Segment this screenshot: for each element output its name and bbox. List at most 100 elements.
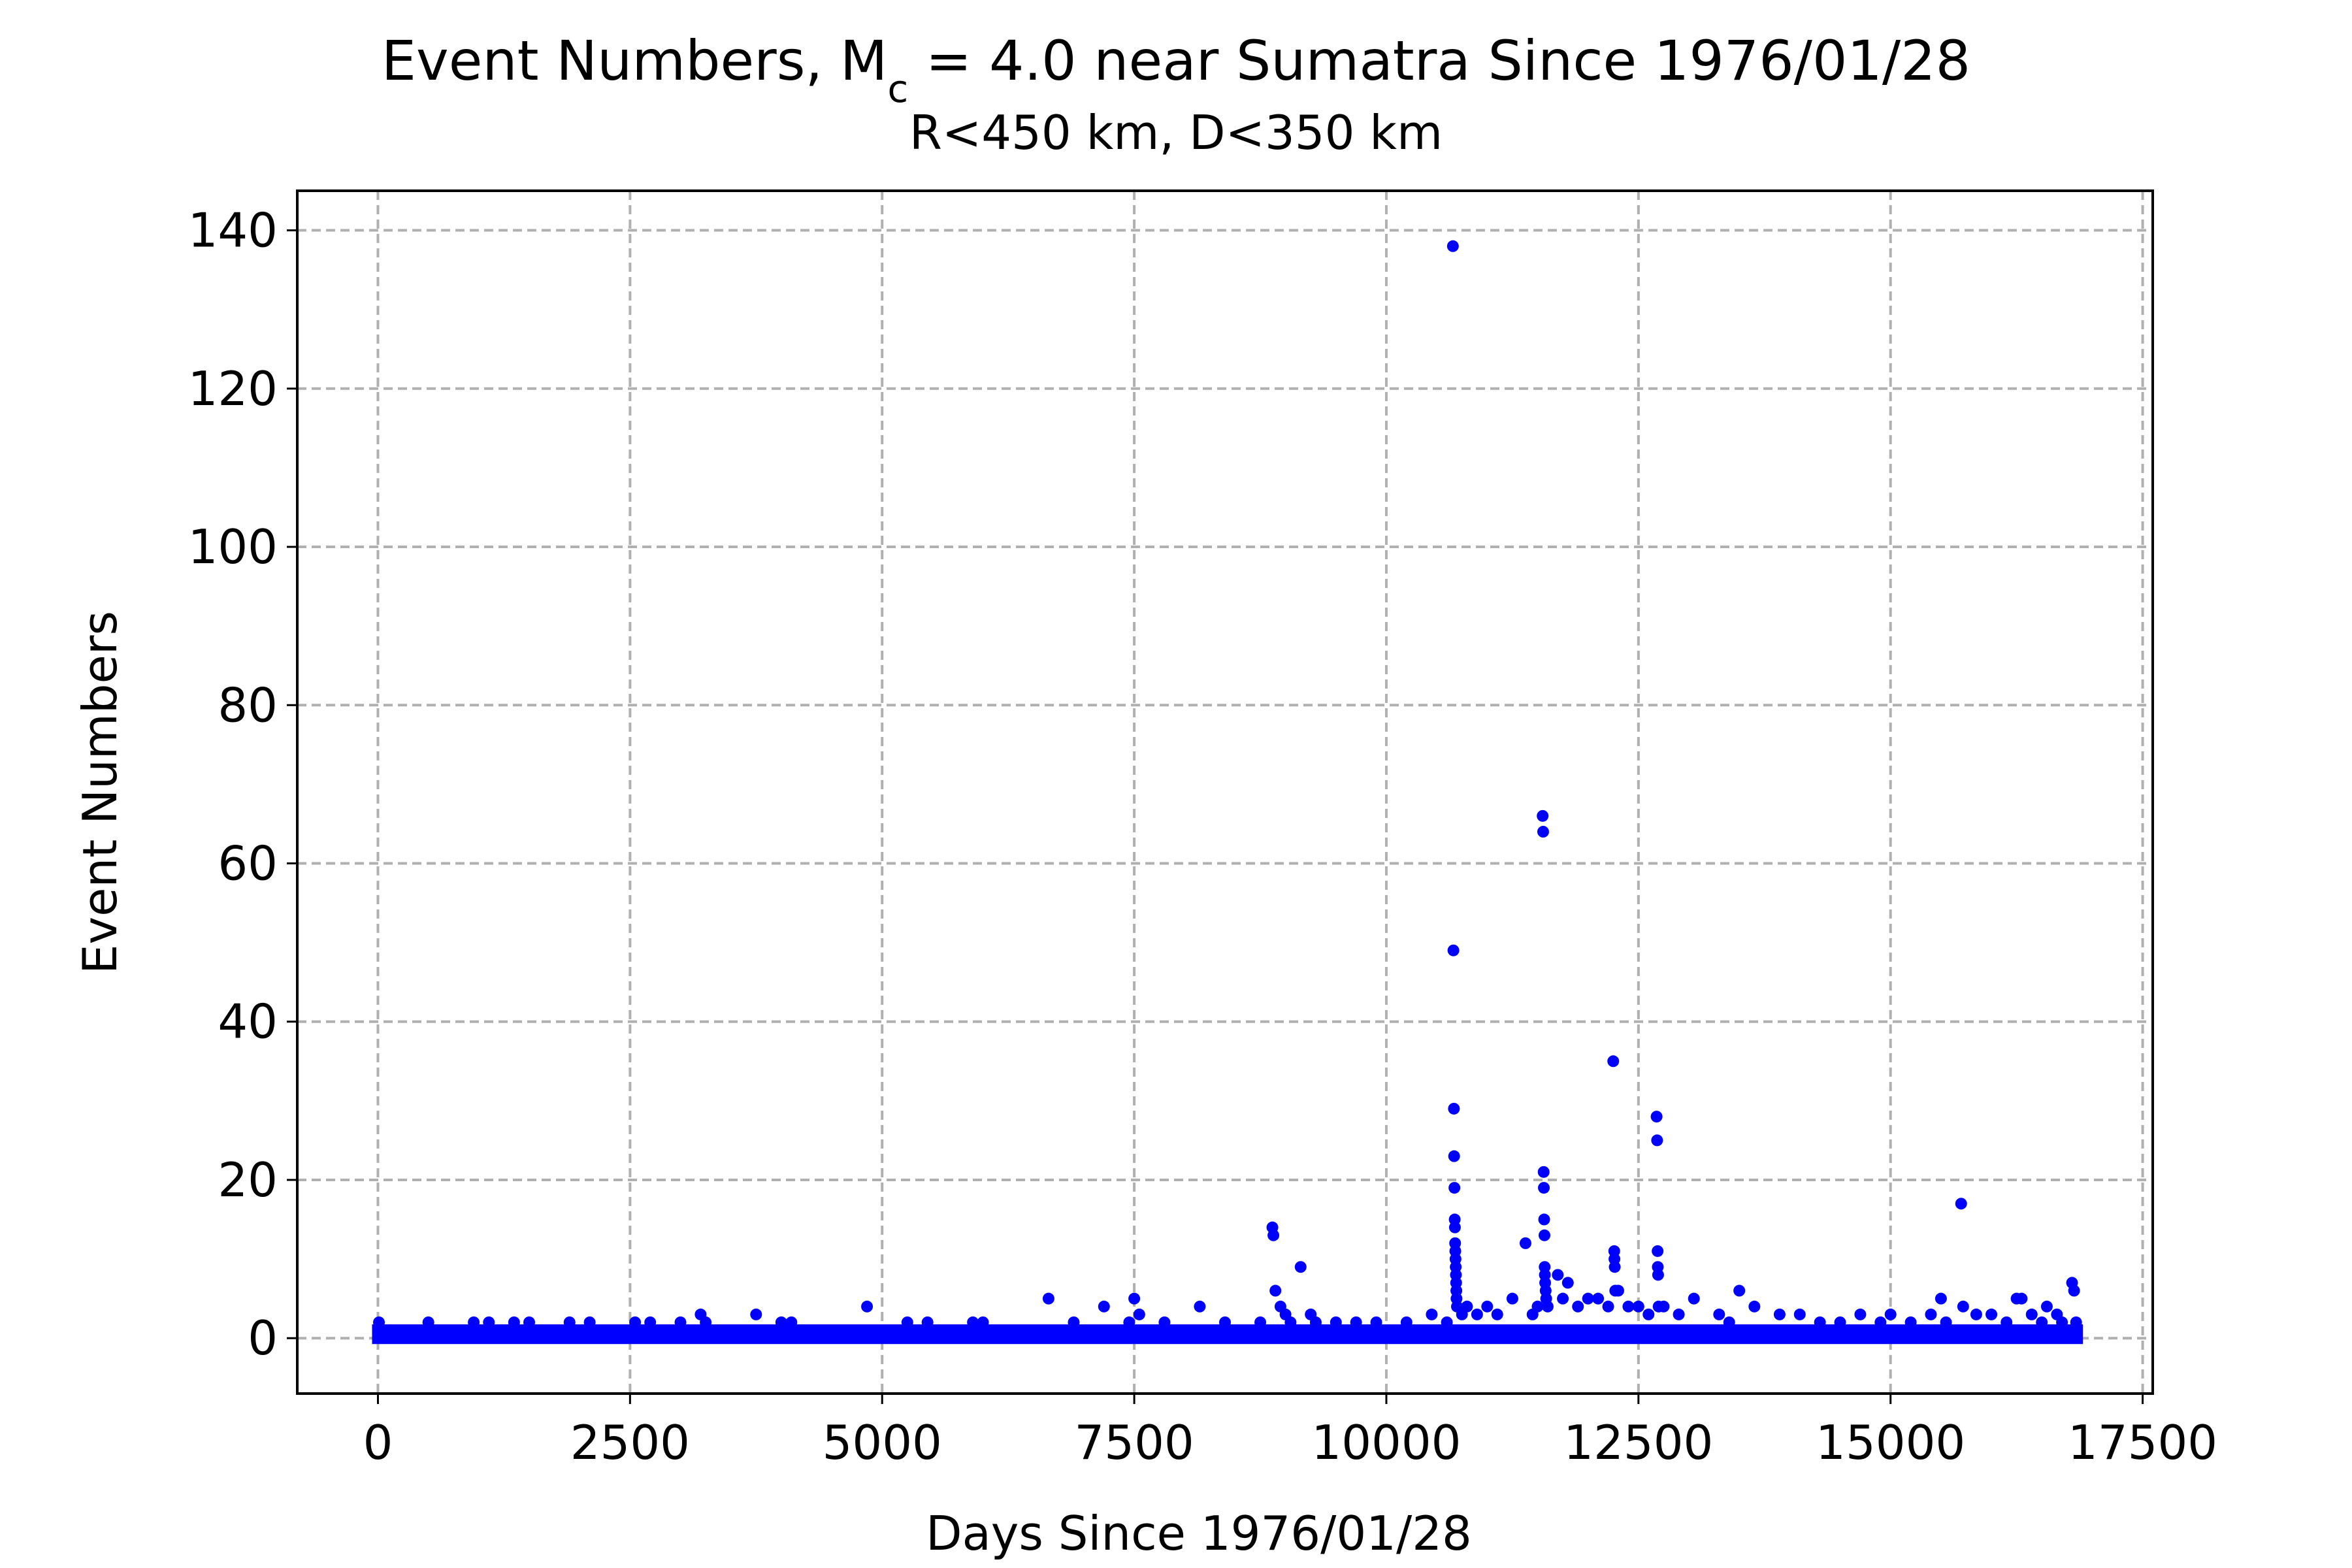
- data-point: [1607, 1055, 1620, 1068]
- data-point: [1582, 1292, 1594, 1305]
- y-tick-label: 140: [188, 203, 278, 258]
- data-point: [1957, 1300, 1969, 1313]
- data-point: [1506, 1292, 1518, 1305]
- y-tick-label: 40: [218, 994, 278, 1049]
- data-point: [1904, 1316, 1917, 1328]
- data-point: [1158, 1316, 1171, 1328]
- data-point: [629, 1316, 642, 1328]
- data-point: [1713, 1308, 1725, 1320]
- data-point: [2016, 1292, 2028, 1305]
- data-point: [1123, 1316, 1135, 1328]
- data-point: [1481, 1300, 1494, 1313]
- data-point: [1773, 1308, 1786, 1320]
- data-point: [1068, 1316, 1080, 1328]
- data-point: [2056, 1316, 2068, 1328]
- data-point: [1541, 1300, 1554, 1313]
- x-tick-label: 15000: [1816, 1415, 1965, 1470]
- data-point: [1531, 1300, 1544, 1313]
- data-point: [1350, 1316, 1362, 1328]
- x-tick-label: 0: [363, 1415, 393, 1470]
- y-axis-label: Event Numbers: [73, 611, 127, 974]
- data-point: [483, 1316, 495, 1328]
- data-point: [1219, 1316, 1231, 1328]
- data-point: [1884, 1308, 1897, 1320]
- data-point: [1426, 1308, 1438, 1320]
- data-point: [1642, 1308, 1655, 1320]
- data-point: [1632, 1300, 1644, 1313]
- y-tick-label: 60: [218, 836, 278, 891]
- y-tick-label: 20: [218, 1152, 278, 1207]
- data-point: [1557, 1292, 1569, 1305]
- data-point: [1552, 1269, 1564, 1281]
- data-point: [468, 1316, 480, 1328]
- data-point: [1519, 1237, 1531, 1249]
- data-point: [1561, 1277, 1574, 1289]
- data-point: [1854, 1308, 1867, 1320]
- data-point: [1538, 1213, 1550, 1226]
- data-point: [1612, 1284, 1624, 1297]
- data-point: [1592, 1292, 1605, 1305]
- chart-subtitle: R<450 km, D<350 km: [909, 105, 1443, 160]
- x-tick-label: 12500: [1563, 1415, 1713, 1470]
- data-point: [1370, 1316, 1382, 1328]
- y-tick-label: 120: [188, 361, 278, 416]
- data-point: [1814, 1316, 1826, 1328]
- data-point: [977, 1316, 989, 1328]
- data-point: [1650, 1111, 1663, 1123]
- data-point: [563, 1316, 576, 1328]
- data-point: [785, 1316, 798, 1328]
- data-point: [1673, 1308, 1685, 1320]
- data-point: [384, 1324, 396, 1337]
- data-point: [861, 1300, 874, 1313]
- data-point: [1651, 1134, 1663, 1147]
- data-point: [1955, 1198, 1967, 1210]
- data-point: [1537, 809, 1549, 822]
- data-point: [1793, 1308, 1806, 1320]
- data-point: [2068, 1284, 2080, 1297]
- data-point: [1658, 1300, 1670, 1313]
- data-point: [1267, 1229, 1280, 1241]
- data-point: [2040, 1300, 2053, 1313]
- plot-frame: [296, 189, 2154, 1395]
- data-point: [1269, 1284, 1282, 1297]
- data-point: [1537, 1166, 1550, 1178]
- data-point: [1194, 1300, 1206, 1313]
- data-point: [1254, 1316, 1267, 1328]
- data-point: [1935, 1292, 1947, 1305]
- data-point: [1448, 1221, 1461, 1233]
- data-point: [1834, 1316, 1846, 1328]
- data-point: [1940, 1316, 1952, 1328]
- data-point: [1491, 1308, 1503, 1320]
- axis-ticks: 0 2500 5000 7500 10000 12500 15000 17500 0 20 40 60…: [188, 203, 2218, 1470]
- chart-title: Event Numbers, Mc = 4.0 near Sumatra Sin…: [382, 29, 1970, 111]
- data-point: [1448, 1102, 1460, 1115]
- data-point: [1609, 1261, 1621, 1273]
- x-axis-label: Days Since 1976/01/28: [926, 1506, 1472, 1561]
- data-point: [1723, 1316, 1735, 1328]
- data-point: [1538, 1182, 1550, 1194]
- data-point: [1446, 240, 1459, 252]
- data-point: [1925, 1308, 1937, 1320]
- y-tick-label: 0: [248, 1311, 278, 1365]
- data-point: [1652, 1245, 1664, 1257]
- data-point: [1733, 1284, 1746, 1297]
- data-point: [644, 1316, 657, 1328]
- data-point: [1622, 1300, 1635, 1313]
- data-point: [1309, 1316, 1322, 1328]
- data-point: [1461, 1300, 1473, 1313]
- data-point: [1602, 1300, 1614, 1313]
- y-tick-label: 100: [188, 519, 278, 574]
- data-point: [1448, 1150, 1460, 1162]
- data-point: [422, 1316, 434, 1328]
- data-point: [508, 1316, 520, 1328]
- data-point: [1537, 826, 1549, 838]
- data-point: [1133, 1308, 1145, 1320]
- data-point: [373, 1316, 385, 1328]
- data-point: [523, 1316, 535, 1328]
- data-point: [901, 1316, 913, 1328]
- data-point: [1098, 1300, 1110, 1313]
- data-points: [372, 240, 2083, 1345]
- data-point: [2036, 1316, 2048, 1328]
- data-point: [1400, 1316, 1413, 1328]
- data-point: [750, 1308, 762, 1320]
